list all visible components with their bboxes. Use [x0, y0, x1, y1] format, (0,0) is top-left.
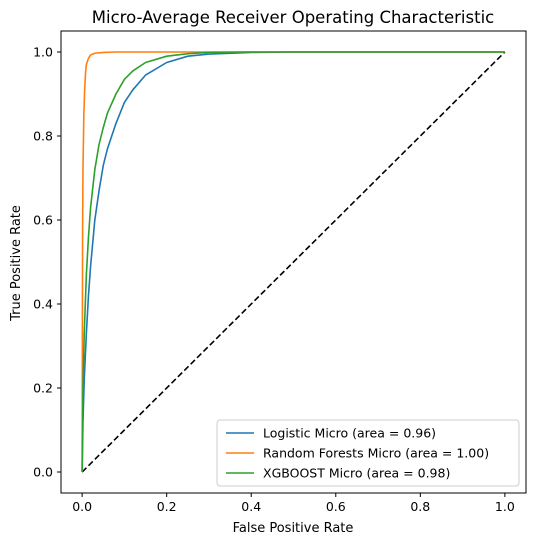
legend-label-1: Random Forests Micro (area = 1.00) [263, 446, 489, 461]
x-tick-label: 1.0 [495, 499, 515, 514]
y-tick-label: 0.4 [33, 297, 53, 312]
x-axis: 0.0 0.2 0.4 0.6 0.8 1.0 [72, 493, 515, 514]
legend-label-0: Logistic Micro (area = 0.96) [263, 426, 436, 441]
x-tick-label: 0.4 [241, 499, 261, 514]
y-axis-label: True Positive Rate [9, 205, 24, 322]
y-tick-label: 0.0 [33, 465, 53, 480]
x-tick-label: 0.2 [157, 499, 177, 514]
y-tick-label: 0.2 [33, 381, 53, 396]
x-tick-label: 0.0 [72, 499, 92, 514]
y-tick-label: 1.0 [33, 45, 53, 60]
x-tick-label: 0.8 [410, 499, 430, 514]
reference-line [82, 52, 505, 472]
y-tick-label: 0.8 [33, 129, 53, 144]
legend: Logistic Micro (area = 0.96) Random Fores… [217, 420, 519, 486]
y-axis: 0.0 0.2 0.4 0.6 0.8 1.0 [33, 45, 61, 480]
x-tick-label: 0.6 [326, 499, 346, 514]
chart-title: Micro-Average Receiver Operating Charact… [92, 8, 494, 27]
y-tick-label: 0.6 [33, 213, 53, 228]
reference-line-layer [82, 52, 505, 472]
x-axis-label: False Positive Rate [233, 521, 354, 536]
legend-label-2: XGBOOST Micro (area = 0.98) [263, 466, 450, 481]
